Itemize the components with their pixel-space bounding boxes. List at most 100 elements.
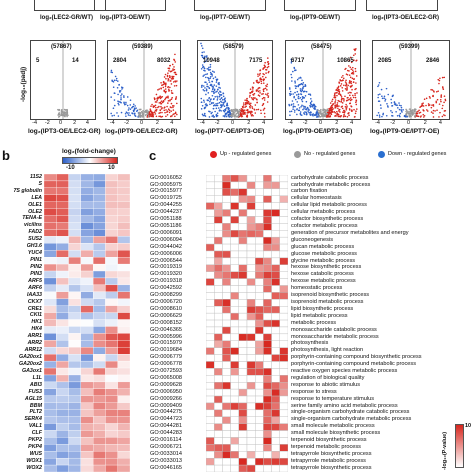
up-point xyxy=(264,87,267,90)
go-id-label: GO:0006094 xyxy=(150,236,183,243)
gene-label: PIN2 xyxy=(30,263,42,270)
gene-label: L1L xyxy=(32,374,42,381)
gene-label: S xyxy=(38,180,42,187)
go-desc-label: isoprenoid biosynthetic process xyxy=(291,292,370,299)
up-point xyxy=(163,76,166,78)
down-point xyxy=(132,109,135,112)
heatmap-c-cell xyxy=(246,306,256,314)
heatmap-c-cell xyxy=(230,292,240,300)
heatmap-b-cell xyxy=(44,284,57,292)
gene-label: CRE1 xyxy=(27,305,42,312)
heatmap-b-cell xyxy=(68,367,82,376)
heatmap-b-cell xyxy=(56,360,69,369)
down-point xyxy=(295,85,298,88)
heatmap-c-cell xyxy=(222,306,231,314)
ns-point xyxy=(236,108,238,111)
up-point xyxy=(162,100,165,102)
down-point xyxy=(212,116,215,118)
heatmap-c-cell xyxy=(279,382,288,390)
heatmap-b-cell xyxy=(56,291,69,299)
down-point xyxy=(200,54,203,57)
heatmap-c-cell xyxy=(230,285,240,293)
heatmap-c-cell xyxy=(246,437,256,445)
down-point xyxy=(295,69,297,71)
down-point xyxy=(378,116,381,118)
up-point xyxy=(262,82,265,84)
heatmap-b-cell xyxy=(44,250,57,258)
down-point xyxy=(224,100,227,103)
heatmap-c-cell xyxy=(238,271,248,279)
heatmap-c-cell xyxy=(206,347,215,355)
up-point xyxy=(151,111,154,114)
up-point xyxy=(150,115,152,117)
down-point xyxy=(298,83,301,86)
up-point xyxy=(159,101,162,104)
up-point xyxy=(336,87,339,89)
heatmap-c-cell xyxy=(213,430,223,438)
heatmap-c-cell xyxy=(213,209,223,217)
up-point xyxy=(167,78,170,81)
up-point xyxy=(169,80,171,82)
down-point xyxy=(207,77,210,80)
heatmap-b-cell xyxy=(105,430,118,438)
x-tick-label: -2 xyxy=(390,120,396,126)
heatmap-c-cell xyxy=(246,464,256,472)
down-point xyxy=(309,113,311,116)
down-point xyxy=(127,114,130,116)
gene-label: WUS xyxy=(29,451,42,458)
up-point xyxy=(167,86,169,88)
ns-point xyxy=(147,113,149,115)
up-point xyxy=(164,111,166,114)
heatmap-c-cell xyxy=(279,354,288,362)
heatmap-b-cell xyxy=(80,367,94,376)
heatmap-b-cell xyxy=(105,284,118,292)
down-point xyxy=(315,114,318,116)
heatmap-b-cell xyxy=(117,402,130,410)
heatmap-c-cell xyxy=(238,361,248,369)
ns-point xyxy=(324,109,327,112)
total-count: (58579) xyxy=(223,44,244,50)
heatmap-c-cell xyxy=(271,209,280,217)
heatmap-b-cell xyxy=(117,457,130,466)
heatmap-c-cell xyxy=(279,375,288,383)
heatmap-c-cell xyxy=(222,202,231,210)
up-count: 8032 xyxy=(157,58,171,64)
heatmap-c-cell xyxy=(263,264,272,272)
up-point xyxy=(343,113,345,116)
down-point xyxy=(376,114,378,117)
up-point xyxy=(262,79,265,82)
up-point xyxy=(331,98,334,101)
heatmap-c-cell xyxy=(263,175,272,183)
heatmap-c-cell xyxy=(271,361,280,369)
up-point xyxy=(346,99,349,102)
gene-label: AGL15 xyxy=(24,395,42,402)
up-point xyxy=(265,76,267,79)
heatmap-b-cell xyxy=(80,277,94,286)
heatmap-c-cell xyxy=(279,285,288,293)
down-point xyxy=(290,104,293,106)
ns-point xyxy=(414,114,417,117)
down-point xyxy=(289,114,291,117)
heatmap-c-cell xyxy=(271,312,280,321)
ns-point xyxy=(141,111,144,114)
heatmap-b-cell xyxy=(68,347,82,355)
heatmap-b-cell xyxy=(44,333,57,341)
up-point xyxy=(443,76,446,79)
go-desc-label: generation of precursor metabolites and … xyxy=(291,229,409,236)
down-point xyxy=(110,96,112,98)
x-axis-label: log₂(IPT3-OE/LEC2-GR) xyxy=(28,128,101,135)
down-point xyxy=(112,107,115,110)
heatmap-b-cell xyxy=(105,395,118,403)
heatmap-c-cell xyxy=(271,444,280,452)
heatmap-b-cell xyxy=(92,326,106,334)
heatmap-b-cell xyxy=(105,298,118,306)
heatmap-c-cell xyxy=(206,326,215,335)
down-point xyxy=(128,107,130,109)
down-point xyxy=(208,87,210,89)
go-desc-label: small molecule metabolic process xyxy=(291,423,375,430)
heatmap-b-cell xyxy=(56,222,69,230)
heatmap-b-cell xyxy=(105,174,118,182)
ns-point xyxy=(146,109,148,111)
ns-point xyxy=(323,115,325,118)
up-point xyxy=(423,98,426,101)
